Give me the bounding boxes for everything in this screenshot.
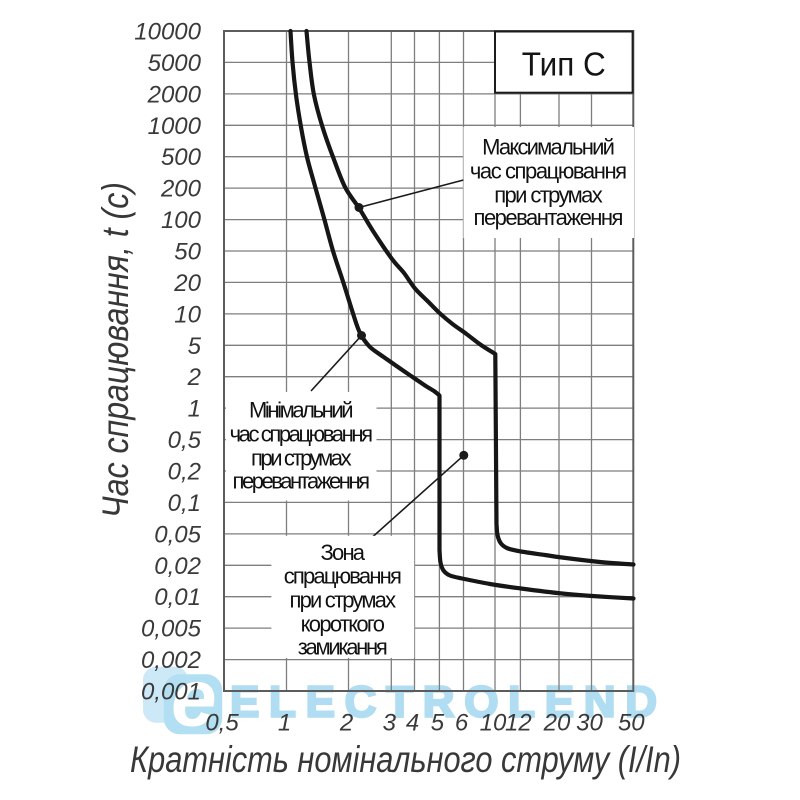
svg-text:Час спрацювання, t (с): Час спрацювання, t (с)	[95, 182, 136, 518]
svg-text:Тип С: Тип С	[522, 46, 606, 83]
svg-text:0,02: 0,02	[154, 553, 201, 580]
svg-text:3: 3	[383, 710, 397, 737]
svg-text:10: 10	[480, 710, 507, 737]
svg-text:0,5: 0,5	[168, 427, 202, 454]
svg-text:5: 5	[188, 333, 202, 360]
svg-text:e: e	[171, 653, 217, 744]
svg-text:5000: 5000	[148, 50, 202, 77]
svg-text:2: 2	[187, 364, 201, 391]
svg-text:0,002: 0,002	[141, 647, 201, 674]
svg-text:Зона: Зона	[321, 540, 366, 565]
svg-text:Мінімальний: Мінімальний	[249, 398, 354, 423]
svg-text:20: 20	[173, 270, 201, 297]
svg-text:замикання: замикання	[298, 635, 388, 660]
svg-text:500: 500	[161, 144, 202, 171]
svg-text:0,01: 0,01	[154, 584, 201, 611]
svg-text:2000: 2000	[147, 81, 202, 108]
svg-text:при струмах: при струмах	[251, 446, 352, 471]
svg-text:5: 5	[431, 710, 445, 737]
svg-text:0,1: 0,1	[168, 490, 201, 517]
svg-text:6: 6	[455, 710, 469, 737]
svg-text:0,001: 0,001	[141, 679, 201, 706]
svg-text:короткого: короткого	[301, 612, 385, 637]
svg-text:0,5: 0,5	[205, 710, 239, 737]
svg-text:50: 50	[618, 710, 645, 737]
svg-text:10000: 10000	[134, 19, 201, 46]
svg-text:10: 10	[174, 301, 201, 328]
svg-text:Максимальний: Максимальний	[482, 135, 615, 160]
svg-text:30: 30	[576, 710, 603, 737]
svg-text:спрацювання: спрацювання	[284, 564, 402, 589]
svg-text:20: 20	[543, 710, 571, 737]
svg-text:200: 200	[160, 176, 202, 203]
svg-text:0,05: 0,05	[154, 521, 201, 548]
svg-text:час спрацювання: час спрацювання	[470, 159, 627, 184]
svg-text:при струмах: при струмах	[494, 183, 603, 208]
svg-text:при струмах: при струмах	[290, 588, 397, 613]
svg-text:1: 1	[188, 396, 201, 423]
svg-text:100: 100	[161, 207, 202, 234]
svg-text:0,2: 0,2	[168, 459, 201, 486]
svg-text:1000: 1000	[148, 113, 202, 140]
svg-text:Кратність номінального струму: Кратність номінального струму (I/In)	[130, 739, 681, 780]
svg-text:перевантаження: перевантаження	[233, 469, 371, 494]
svg-text:перевантаження: перевантаження	[474, 205, 624, 230]
svg-text:0,005: 0,005	[141, 616, 202, 643]
svg-text:50: 50	[174, 239, 201, 266]
svg-text:4: 4	[406, 710, 419, 737]
svg-text:12: 12	[505, 710, 532, 737]
svg-text:час спрацювання: час спрацювання	[230, 422, 373, 447]
svg-text:1: 1	[278, 710, 291, 737]
svg-text:2: 2	[339, 710, 353, 737]
